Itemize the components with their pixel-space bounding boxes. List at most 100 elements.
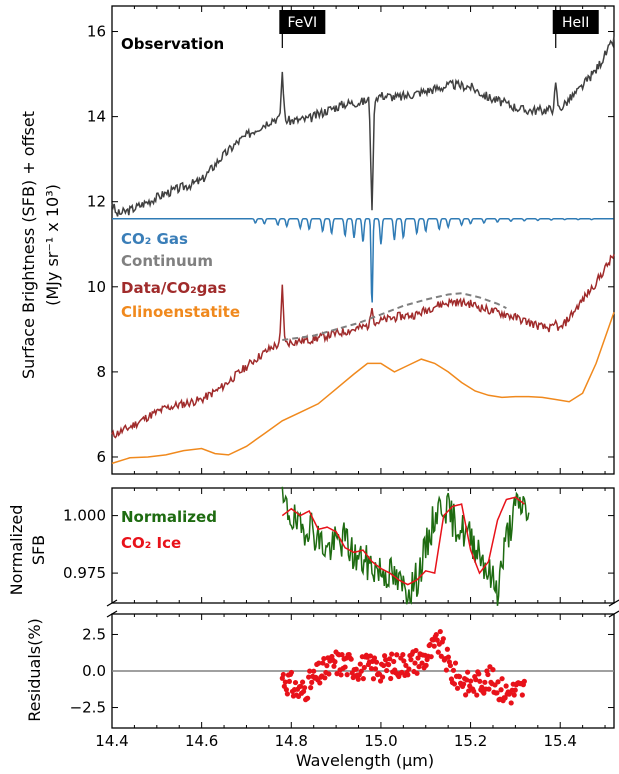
ytick-label: 16	[87, 23, 106, 41]
residual-point	[401, 658, 407, 664]
residual-point	[348, 656, 354, 662]
axis-break	[608, 599, 619, 607]
residual-point	[311, 668, 317, 674]
residual-point	[482, 679, 488, 685]
residual-point	[384, 667, 390, 674]
series-co2-ice	[281, 496, 525, 586]
residual-point	[334, 671, 340, 677]
residual-point	[433, 631, 439, 638]
residual-point	[358, 668, 364, 674]
xlabel: Wavelength (μm)	[296, 751, 434, 770]
residual-point	[403, 662, 409, 669]
residual-point	[339, 652, 345, 658]
residual-point	[344, 672, 350, 678]
series-normalized	[281, 486, 530, 606]
xtick-label: 15.2	[454, 732, 487, 750]
residual-point	[477, 678, 483, 684]
residual-point	[355, 676, 361, 682]
residual-point	[481, 690, 487, 696]
residual-point	[431, 643, 437, 649]
residual-point	[460, 681, 467, 687]
top-ylabel-units: (MJy sr⁻¹ x 10³)	[43, 184, 62, 306]
xtick-label: 14.4	[95, 732, 128, 750]
marker-label-fevi: FeVI	[288, 15, 318, 31]
series-continuum	[282, 292, 507, 341]
residual-point	[435, 649, 441, 655]
residual-point	[382, 653, 388, 659]
ytick-label: 12	[87, 193, 106, 211]
middle-ylabel-2: SFB	[29, 535, 48, 565]
residual-point	[394, 652, 400, 658]
axis-break	[608, 610, 619, 618]
residual-point	[320, 660, 326, 666]
residual-point	[331, 663, 337, 669]
residual-point	[456, 674, 463, 680]
residual-point	[316, 660, 322, 666]
residual-point	[512, 687, 518, 693]
residual-point	[447, 662, 454, 669]
residual-point	[406, 666, 412, 672]
residual-point	[473, 677, 479, 683]
residual-point	[373, 659, 380, 665]
series-data-co2gas	[111, 254, 615, 439]
residual-point	[302, 685, 308, 691]
residual-point	[322, 675, 328, 681]
residual-point	[286, 678, 293, 684]
residual-point	[353, 666, 359, 672]
residual-point	[494, 690, 500, 696]
residual-point	[371, 655, 378, 661]
legend-0: Observation	[121, 35, 224, 53]
residual-point	[415, 655, 421, 661]
residual-point	[440, 636, 446, 642]
residual-point	[305, 695, 311, 701]
axis-break	[106, 599, 118, 607]
residual-point	[338, 672, 344, 678]
residual-point	[468, 678, 474, 684]
residual-point	[326, 671, 332, 677]
residual-point	[299, 679, 306, 685]
ytick-label: 14	[87, 108, 106, 126]
legend-4: Clinoenstatite	[121, 303, 240, 321]
residual-point	[437, 628, 443, 635]
residual-point	[388, 675, 394, 682]
residual-point	[499, 676, 505, 682]
ytick-label: 2.5	[82, 625, 106, 643]
residual-point	[391, 658, 397, 665]
ytick-label: 8	[96, 363, 106, 381]
residual-point	[495, 679, 501, 685]
residual-point	[309, 679, 315, 685]
ytick-label: 0.975	[63, 564, 106, 582]
series-co2-gas	[112, 217, 614, 303]
residual-point	[474, 692, 480, 698]
marker-box-heii	[552, 10, 599, 34]
ytick-label: 6	[96, 448, 106, 466]
residual-point	[361, 664, 367, 671]
residual-point	[308, 685, 314, 691]
residual-point	[445, 654, 452, 660]
residual-point	[519, 692, 525, 698]
marker-box-fevi	[279, 10, 326, 34]
residual-point	[413, 647, 419, 654]
residual-point	[511, 692, 517, 698]
legend-mid-1: CO₂ Ice	[121, 534, 181, 552]
residual-point	[368, 665, 375, 672]
residual-point	[434, 637, 440, 643]
residual-point	[454, 685, 461, 691]
residual-point	[372, 666, 379, 672]
ytick-label: −2.5	[70, 699, 106, 717]
xtick-label: 14.6	[185, 732, 218, 750]
residual-point	[444, 646, 450, 652]
residual-point	[419, 660, 425, 666]
residual-point	[307, 668, 313, 674]
series-observation	[111, 36, 615, 217]
residual-point	[292, 679, 299, 686]
residual-point	[379, 674, 386, 680]
bottom-panel: −2.5 0.0 2.5 14.4 14.6 14.8 15.0 15.2 15.4	[70, 599, 619, 750]
marker-label-heii: HeII	[562, 15, 589, 31]
top-panel: 6 8 10 12 14 16 FeVI HeII Observation CO₂ Gas Cont…	[87, 5, 615, 475]
residual-point	[280, 671, 286, 678]
residual-point	[443, 667, 449, 673]
bottom-ylabel: Residuals(%)	[25, 618, 44, 722]
residual-point	[465, 669, 471, 675]
